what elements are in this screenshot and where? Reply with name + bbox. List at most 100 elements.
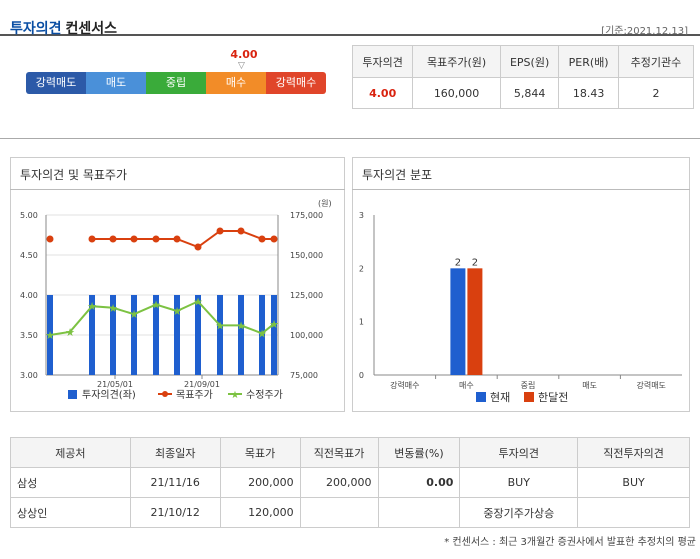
opinion-bar (110, 295, 116, 375)
right-tick-label: 125,000 (290, 291, 323, 300)
adjusted-price-point: ★ (45, 329, 55, 342)
opinion-price-chart: 5.00 4.50 4.00 3.50 3.00 175,000 150,000 125,00… (20, 199, 332, 401)
table-cell: 0.00 (377, 467, 461, 498)
left-tick-label: 4.50 (20, 251, 38, 260)
right-tick-label: 100,000 (290, 331, 323, 340)
opinion-bar (195, 295, 201, 375)
consensus-header: 투자의견 (351, 45, 414, 78)
target-price-point (46, 235, 54, 243)
adjusted-price-line (49, 300, 275, 336)
table-cell: 200,000 (299, 467, 379, 498)
target-price-point (130, 235, 138, 243)
right-tick-label: 175,000 (290, 211, 323, 220)
legend-label: 현재 (490, 391, 510, 404)
history-header: 직전투자의견 (577, 437, 690, 468)
scale-segment: 강력매수 (266, 72, 326, 94)
right-tick-label: 150,000 (290, 251, 323, 260)
category-label: 매수 (459, 381, 474, 390)
page-title: 투자의견 컨센서스 (10, 21, 118, 37)
distribution-bar (467, 268, 483, 375)
data-label: 2 (455, 257, 461, 268)
scale-segment: 강력매도 (26, 72, 86, 94)
table-cell: BUY (459, 467, 579, 498)
history-header: 목표가 (219, 437, 301, 468)
category-label: 강력매수 (390, 380, 419, 390)
target-price-point (152, 235, 160, 243)
scale-segment: 중립 (146, 72, 206, 94)
table-cell: 120,000 (219, 497, 301, 528)
legend-label: 투자의견(좌) (82, 389, 136, 401)
table-row: 상상인 21/10/12 120,000 중장기주가상승 (10, 497, 690, 528)
target-price-point (173, 235, 181, 243)
legend-swatch (524, 392, 534, 402)
legend-swatch: ★ (231, 390, 240, 401)
history-header: 변동률(%) (377, 437, 461, 468)
adjusted-price-point: ★ (257, 327, 267, 340)
table-cell (377, 497, 461, 528)
target-price-point (216, 227, 224, 235)
opinion-bar (238, 295, 244, 375)
adjusted-price-point: ★ (151, 299, 161, 312)
adjusted-price-point: ★ (129, 308, 139, 321)
panel-title-distribution: 투자의견 분포 (362, 168, 433, 182)
category-label: 매도 (582, 381, 597, 390)
adjusted-price-point: ★ (215, 319, 225, 332)
adjusted-price-point: ★ (269, 318, 279, 331)
table-cell: 삼성 (10, 467, 131, 498)
y-tick-label: 2 (359, 264, 364, 273)
scale-segment: 매수 (206, 72, 266, 94)
adjusted-price-point: ★ (87, 300, 97, 313)
consensus-value: 5,844 (499, 77, 560, 109)
header: 투자의견 컨센서스 [기준:2021.12.13] (0, 0, 700, 37)
adjusted-price-point: ★ (65, 326, 75, 339)
history-table: 제공처 최종일자 목표가 직전목표가 변동률(%) 투자의견 직전투자의견 삼성 21/11/… (10, 437, 690, 528)
adjusted-price-point: ★ (172, 305, 182, 318)
data-label: 2 (472, 257, 478, 268)
table-row: 삼성 21/11/16 200,000 200,000 0.00 BUY BUY (10, 467, 690, 498)
target-price-point (237, 227, 245, 235)
scale-segment: 매도 (86, 72, 146, 94)
x-tick-label: 21/05/01 (97, 380, 133, 389)
consensus-header: PER(배) (558, 45, 619, 78)
distribution-bar (450, 268, 466, 375)
target-price-point (258, 235, 266, 243)
table-cell: 21/11/16 (129, 467, 221, 498)
history-header: 제공처 (10, 437, 131, 468)
scale-value: 4.00 (230, 48, 258, 61)
history-header: 투자의견 (459, 437, 579, 468)
legend-swatch (68, 390, 77, 399)
table-cell (299, 497, 379, 528)
legend-swatch (162, 391, 168, 397)
opinion-bar (89, 295, 95, 375)
legend-label: 한달전 (538, 391, 568, 404)
consensus-value: 2 (617, 77, 695, 109)
table-cell: BUY (577, 467, 690, 498)
opinion-bar (131, 295, 137, 375)
reference-date: [기준:2021.12.13] (601, 26, 688, 37)
target-price-point (194, 243, 202, 251)
left-tick-label: 3.00 (20, 371, 38, 380)
opinion-bar (153, 295, 159, 375)
consensus-table: 투자의견 목표주가(원) EPS(원) PER(배) 추정기관수 4.00 160,000… (351, 45, 695, 109)
adjusted-price-point: ★ (236, 319, 246, 332)
target-price-line (92, 230, 274, 249)
opinion-bar (217, 295, 223, 375)
right-axis-label: (원) (318, 199, 332, 208)
y-tick-label: 0 (359, 371, 364, 380)
table-cell: 21/10/12 (129, 497, 221, 528)
left-tick-label: 4.00 (20, 291, 38, 300)
y-tick-label: 1 (359, 318, 364, 327)
table-cell: 중장기주가상승 (459, 497, 579, 528)
consensus-header: EPS(원) (499, 45, 560, 78)
opinion-bar (259, 295, 265, 375)
consensus-value: 18.43 (558, 77, 619, 109)
chart-panel-opinion-price (10, 157, 345, 412)
history-header: 직전목표가 (299, 437, 379, 468)
legend-label: 수정주가 (246, 389, 283, 401)
legend-label: 목표주가 (176, 389, 213, 401)
consensus-value: 160,000 (412, 77, 501, 109)
table-cell: 상상인 (10, 497, 131, 528)
consensus-value: 4.00 (351, 77, 414, 109)
right-tick-label: 75,000 (290, 371, 318, 380)
